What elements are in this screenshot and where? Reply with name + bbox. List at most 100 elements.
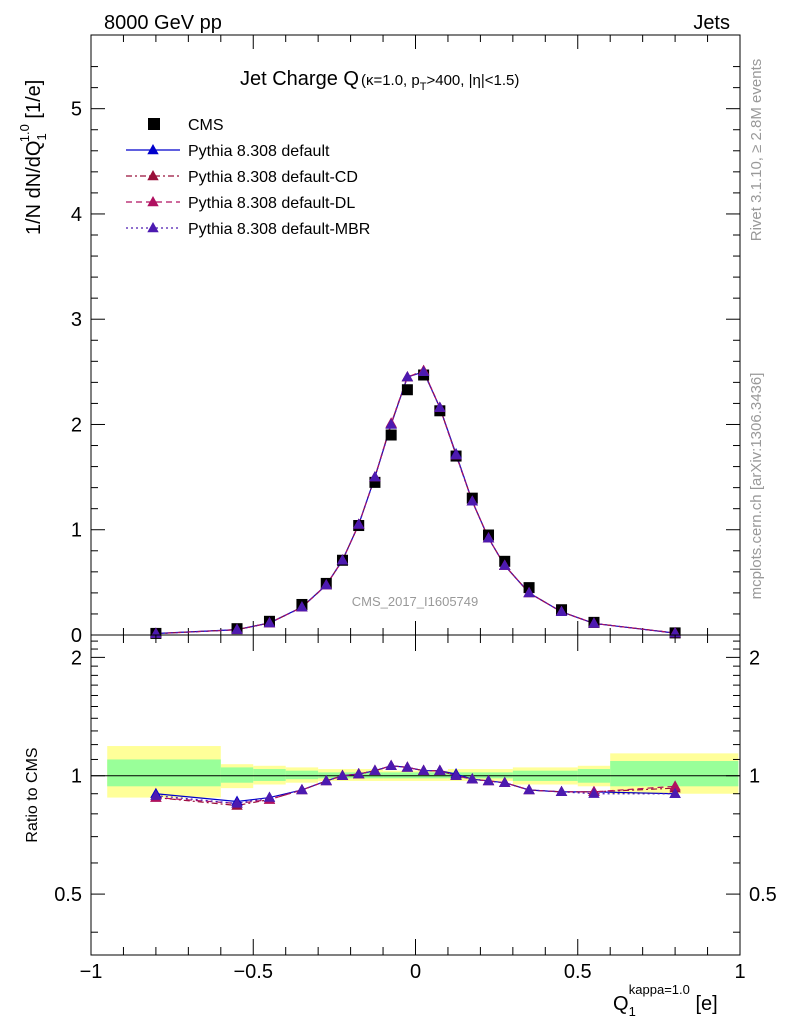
main-series-marker [499,559,511,570]
main-y-label-unit: [1/e] [23,80,45,124]
main-y-tick-label: 5 [71,99,82,121]
ratio-series-marker [482,774,495,786]
legend-marker [147,222,159,233]
ratio-band-green [253,769,286,781]
x-label-sub: 1 [629,1004,636,1019]
x-axis-label: Q1 kappa=1.0 [e] [613,982,718,1019]
main-y-axis-label: 1/N dN/dQ11.0 [1/e] [17,80,49,235]
main-series-marker [231,623,243,634]
ratio-y-tick-label-right: 1 [749,766,760,788]
legend-marker [147,170,159,181]
x-tick-labels: −1 −0.5 0 0.5 1 [80,961,746,983]
ratio-series-marker [434,764,446,775]
main-y-tick-label: 1 [71,520,82,542]
main-series-marker [336,554,349,565]
ratio-series-marker [353,768,365,779]
main-y-label-sup: 1.0 [17,124,32,142]
legend-label: Pythia 8.308 default [188,143,330,160]
main-y-tick-label: 0 [71,625,82,647]
main-series-marker [296,601,308,612]
main-series-marker [434,401,446,412]
mcplots-label: mcplots.cern.ch [arXiv:1306.3436] [748,373,765,600]
main-series-marker [450,449,462,460]
ratio-series-marker [669,780,681,791]
main-series-marker [320,579,332,590]
legend-label: Pythia 8.308 default-MBR [188,221,370,238]
ratio-y-tick-label-left: 0.5 [54,884,82,906]
ratio-series-marker [499,776,511,787]
ratio-series-marker [669,787,681,798]
ratio-panel: 0.5 0.51 12 2 −1 −0.5 0 0.5 1 Ratio to CMS Q1ka… [24,634,777,1019]
legend: CMS Pythia 8.308 default Pythia 8.308 defa… [126,117,370,238]
ratio-series-marker [466,773,478,784]
ratio-series-marker [450,769,462,780]
legend-label: Pythia 8.308 default-DL [188,195,355,212]
main-series-marker [466,495,478,506]
ratio-series-marker [588,787,600,798]
x-ticks [90,635,741,955]
ratio-series-marker [336,769,349,780]
x-tick-label: 0.5 [564,961,592,983]
header-left: 8000 GeV pp [104,12,222,34]
header-right: Jets [693,12,730,34]
watermark: CMS_2017_I1605749 [352,594,479,609]
ratio-series-marker [385,759,397,770]
legend-label: Pythia 8.308 default-CD [188,169,358,186]
x-tick-label: 0 [410,961,421,983]
main-y-tick-label: 4 [71,204,82,226]
main-series-marker [417,365,430,377]
chart-title-main: Jet Charge Q [240,68,359,90]
cms-data-point [385,429,397,441]
x-label-unit: [e] [690,993,718,1015]
ratio-y-tick-label-left: 2 [71,647,82,669]
ratio-y-tick-labels: 0.5 0.5 1 1 2 2 [54,647,777,906]
ratio-series-marker [523,783,535,795]
chart-title-prefix: (κ=1.0, p [361,72,420,89]
main-series-marker [385,418,397,429]
main-series-marker [353,518,365,529]
ratio-band-green [107,759,221,787]
ratio-band-green [220,767,254,783]
ratio-series-marker [401,761,414,772]
x-tick-label: −1 [80,961,103,983]
ratio-series-layer [150,759,681,810]
legend-marker [147,196,159,207]
main-y-tick-labels: 0 1 2 3 4 5 [71,99,82,647]
ratio-series-marker [417,764,430,775]
main-series-marker [482,532,495,543]
rivet-label: Rivet 3.1.10, ≥ 2.8M events [748,59,765,242]
main-series-marker [369,471,381,482]
main-panel: 0 1 2 3 4 5 CMS_2017_I1605749 Jet Charge Q (κ=… [17,34,741,647]
main-series-marker [523,586,535,598]
main-series-marker [401,371,414,382]
main-series-marker [555,605,568,617]
ratio-series-marker [555,785,568,797]
cms-data-point [369,476,381,488]
ratio-y-tick-label-right: 0.5 [749,884,777,906]
ratio-series-marker [150,789,162,800]
x-label-sup: kappa=1.0 [629,982,690,997]
chart-title-sub: T [420,81,427,93]
main-y-tick-label: 2 [71,414,82,436]
main-series-marker [263,617,276,628]
main-y-ticks [90,35,741,636]
chart-title: Jet Charge Q (κ=1.0, pT>400, |η|<1.5) [240,68,519,93]
main-y-label-base: 1/N dN/dQ [23,141,45,235]
x-label-base: Q [613,993,629,1015]
ratio-y-axis-label: Ratio to CMS [24,747,41,842]
main-y-tick-label: 3 [71,309,82,331]
ratio-band-green [285,770,319,780]
ratio-series-marker [263,791,276,802]
ratio-series-marker [320,774,332,786]
ratio-series-line [155,765,676,805]
ratio-y-tick-label-right: 2 [749,647,760,669]
ratio-series-marker [369,764,381,775]
x-tick-label: 1 [734,961,745,983]
main-series-marker [588,617,600,628]
ratio-series-marker [231,797,243,808]
legend-label: CMS [188,117,224,134]
main-y-label-sub: 1 [34,134,49,141]
legend-marker-cms [148,118,160,130]
chart-title-suffix: >400, |η|<1.5) [426,72,519,89]
ratio-y-tick-label-left: 1 [71,766,82,788]
